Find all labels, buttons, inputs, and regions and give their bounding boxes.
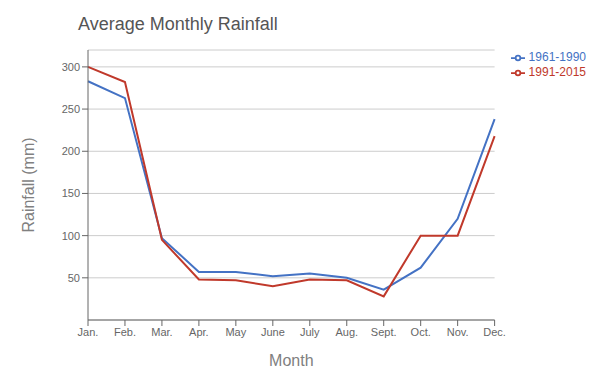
svg-text:Aug.: Aug. (335, 326, 358, 338)
svg-text:300: 300 (62, 61, 80, 73)
html-text:1961-1990: 1961-1990 (528, 50, 586, 64)
html-text:Average Monthly Rainfall: Average Monthly Rainfall (78, 14, 278, 34)
svg-text:50: 50 (68, 272, 80, 284)
svg-text:Apr.: Apr. (189, 326, 209, 338)
svg-text:Dec.: Dec. (483, 326, 506, 338)
svg-text:July: July (300, 326, 320, 338)
svg-text:May: May (225, 326, 246, 338)
svg-text:June: June (261, 326, 285, 338)
svg-text:Jan.: Jan. (78, 326, 99, 338)
svg-text:150: 150 (62, 187, 80, 199)
svg-text:Mar.: Mar. (151, 326, 172, 338)
svg-text:Feb.: Feb. (114, 326, 136, 338)
svg-text:Rainfall (mm): Rainfall (mm) (20, 137, 37, 232)
svg-text:Oct.: Oct. (411, 326, 431, 338)
svg-text:250: 250 (62, 103, 80, 115)
svg-text:Sept.: Sept. (371, 326, 397, 338)
svg-text:200: 200 (62, 145, 80, 157)
svg-text:Month: Month (269, 352, 313, 369)
html-text:1991-2015: 1991-2015 (528, 64, 586, 79)
svg-text:100: 100 (62, 230, 80, 242)
svg-text:Nov.: Nov. (447, 326, 469, 338)
